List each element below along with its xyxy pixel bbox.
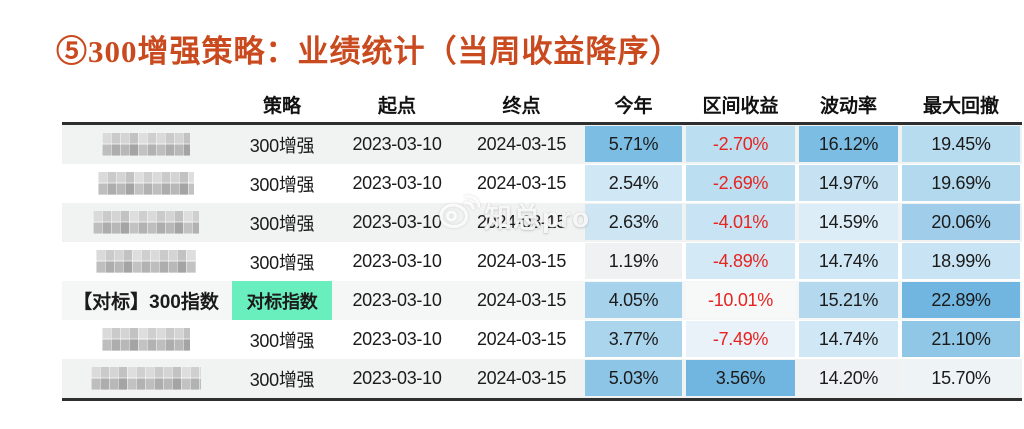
strategy-cell: 300增强 [249, 330, 315, 351]
start-date-cell: 2023-03-10 [352, 368, 442, 388]
end-date-cell: 2024-03-15 [476, 251, 567, 271]
end-date-cell: 2024-03-15 [476, 368, 567, 388]
max-drawdown-cell: 20.06% [900, 203, 1022, 242]
performance-table: 策略 起点 终点 今年 区间收益 波动率 最大回撤 300增强 2023-03-… [62, 86, 1022, 401]
fund-name-cell [62, 125, 230, 164]
max-drawdown-cell: 22.89% [900, 281, 1022, 320]
table-row: 300增强 2023-03-10 2024-03-15 1.19% -4.89%… [62, 242, 1022, 281]
ytd-return-cell: 4.05% [583, 281, 684, 320]
redacted-name-mosaic [102, 133, 190, 156]
volatility-cell: 14.97% [797, 164, 900, 203]
table-row: 【对标】300指数 对标指数 2023-03-10 2024-03-15 4.0… [62, 281, 1022, 320]
ytd-return-cell: 3.77% [583, 320, 684, 359]
max-drawdown-cell: 19.45% [900, 125, 1022, 164]
header-volatility: 波动率 [819, 95, 877, 117]
strategy-cell: 300增强 [249, 369, 315, 390]
fund-name-cell [62, 203, 230, 242]
volatility-cell: 16.12% [797, 125, 900, 164]
strategy-cell: 300增强 [249, 252, 315, 273]
end-date-cell: 2024-03-15 [476, 173, 567, 193]
table-row: 300增强 2023-03-10 2024-03-15 5.03% 3.56% … [62, 359, 1022, 398]
header-max-drawdown: 最大回撤 [922, 95, 999, 117]
table-top-rule [62, 122, 1022, 125]
volatility-cell: 15.21% [797, 281, 900, 320]
start-date-cell: 2023-03-10 [352, 251, 442, 271]
ytd-return-cell: 5.03% [583, 359, 684, 398]
max-drawdown-cell: 18.99% [900, 242, 1022, 281]
header-strategy: 策略 [262, 95, 301, 117]
interval-return-cell: -4.89% [684, 242, 797, 281]
max-drawdown-cell: 21.10% [900, 320, 1022, 359]
header-start-date: 起点 [377, 95, 416, 117]
table-row: 300增强 2023-03-10 2024-03-15 3.77% -7.49%… [62, 320, 1022, 359]
volatility-cell: 14.20% [797, 359, 900, 398]
start-date-cell: 2023-03-10 [352, 212, 442, 232]
redacted-name-mosaic [93, 211, 199, 234]
end-date-cell: 2024-03-15 [476, 329, 567, 349]
redacted-name-mosaic [98, 172, 194, 195]
ytd-return-cell: 5.71% [583, 125, 684, 164]
interval-return-cell: -10.01% [684, 281, 797, 320]
max-drawdown-cell: 15.70% [900, 359, 1022, 398]
interval-return-cell: 3.56% [684, 359, 797, 398]
redacted-name-mosaic [102, 328, 190, 351]
redacted-name-mosaic [96, 250, 196, 273]
interval-return-cell: -2.70% [684, 125, 797, 164]
table-bottom-rule [62, 398, 1022, 401]
interval-return-cell: -7.49% [684, 320, 797, 359]
header-interval-return: 区间收益 [702, 95, 779, 117]
start-date-cell: 2023-03-10 [352, 329, 442, 349]
end-date-cell: 2024-03-15 [476, 134, 567, 154]
table-row: 300增强 2023-03-10 2024-03-15 5.71% -2.70%… [62, 125, 1022, 164]
interval-return-cell: -4.01% [684, 203, 797, 242]
fund-name-cell [62, 320, 230, 359]
start-date-cell: 2023-03-10 [352, 290, 442, 310]
volatility-cell: 14.74% [797, 242, 900, 281]
volatility-cell: 14.59% [797, 203, 900, 242]
ytd-return-cell: 2.54% [583, 164, 684, 203]
header-ytd-return: 今年 [614, 95, 653, 117]
strategy-cell: 300增强 [249, 174, 315, 195]
start-date-cell: 2023-03-10 [352, 134, 442, 154]
interval-return-cell: -2.69% [684, 164, 797, 203]
end-date-cell: 2024-03-15 [476, 290, 567, 310]
ytd-return-cell: 2.63% [583, 203, 684, 242]
fund-name-cell: 【对标】300指数 [73, 292, 219, 313]
strategy-cell: 对标指数 [230, 281, 334, 320]
strategy-cell: 300增强 [249, 213, 315, 234]
ytd-return-cell: 1.19% [583, 242, 684, 281]
table-header-row: 策略 起点 终点 今年 区间收益 波动率 最大回撤 [62, 86, 1022, 122]
header-end-date: 终点 [502, 95, 541, 117]
table-row: 300增强 2023-03-10 2024-03-15 2.63% -4.01%… [62, 203, 1022, 242]
table-row: 300增强 2023-03-10 2024-03-15 2.54% -2.69%… [62, 164, 1022, 203]
volatility-cell: 14.74% [797, 320, 900, 359]
fund-name-cell [62, 164, 230, 203]
fund-name-cell [62, 359, 230, 398]
end-date-cell: 2024-03-15 [476, 212, 567, 232]
redacted-name-mosaic [91, 367, 201, 390]
start-date-cell: 2023-03-10 [352, 173, 442, 193]
page-title: ⑤300增强策略：业绩统计（当周收益降序） [56, 34, 682, 69]
table-body: 300增强 2023-03-10 2024-03-15 5.71% -2.70%… [62, 125, 1022, 398]
max-drawdown-cell: 19.69% [900, 164, 1022, 203]
strategy-cell: 300增强 [249, 135, 315, 156]
fund-name-cell [62, 242, 230, 281]
